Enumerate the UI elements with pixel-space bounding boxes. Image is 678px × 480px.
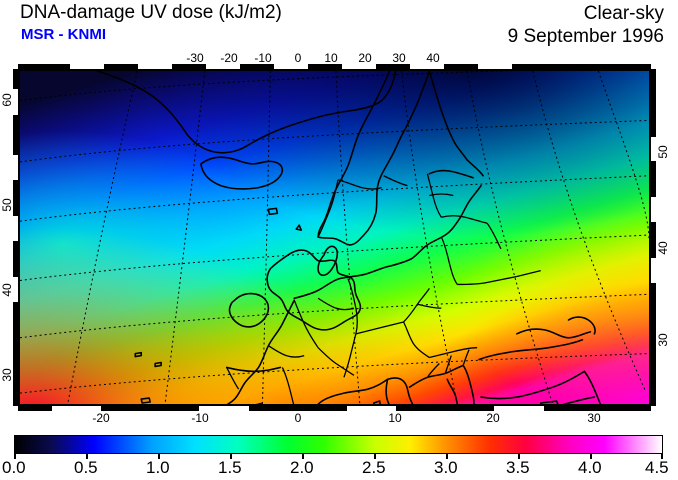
colorbar-tick-label: 2.5: [362, 458, 386, 477]
colorbar-tick-label: 3.0: [434, 458, 458, 477]
colorbar-gradient: [15, 436, 662, 453]
chart-header: DNA-damage UV dose (kJ/m2) MSR - KNMI Cl…: [0, 0, 678, 56]
sky-condition-label: Clear-sky: [583, 3, 664, 24]
colorbar-tick-label: 4.5: [645, 458, 669, 477]
axis-tick-label: 30: [656, 333, 670, 347]
axis-tick-label: 60: [0, 93, 14, 107]
map-frame: .coast{fill:none;stroke:#000;stroke-widt…: [18, 69, 651, 406]
left-axis-ticks: [13, 69, 18, 406]
axis-tick-label: 40: [656, 241, 670, 255]
axis-tick-label: 20: [486, 411, 500, 425]
axis-tick-label: 0: [294, 411, 302, 425]
axis-tick-label: -30: [186, 51, 204, 65]
map-plot-area: .coast{fill:none;stroke:#000;stroke-widt…: [0, 52, 678, 424]
axis-tick-label: -10: [254, 51, 272, 65]
axis-tick-label: 40: [0, 283, 14, 297]
right-axis-ticks: [651, 69, 656, 406]
colorbar-tick-label: 2.0: [290, 458, 314, 477]
bottom-axis-ticks: [18, 406, 651, 411]
colorbar-tick-label: 1.5: [218, 458, 242, 477]
colorbar-tick-label: 4.0: [578, 458, 602, 477]
axis-tick-label: 50: [656, 145, 670, 159]
axis-tick-label: 0: [294, 51, 302, 65]
axis-tick-label: 50: [0, 198, 14, 212]
colorbar-tick-label: 3.5: [506, 458, 530, 477]
top-axis-ticks: [18, 64, 651, 69]
header-right-block: Clear-sky 9 September 1996: [508, 2, 664, 48]
colorbar-tick-label: 0.5: [74, 458, 98, 477]
institute-label: MSR - KNMI: [21, 26, 106, 43]
colorbar: [14, 435, 663, 454]
axis-tick-label: 10: [324, 51, 338, 65]
page-title: DNA-damage UV dose (kJ/m2): [20, 2, 282, 23]
axis-tick-label: 10: [388, 411, 402, 425]
coastlines: [96, 71, 602, 404]
axis-tick-label: -20: [92, 411, 110, 425]
axis-tick-label: 30: [392, 51, 406, 65]
graticule: [20, 71, 649, 404]
date-label: 9 September 1996: [507, 26, 664, 47]
colorbar-tick-label: 1.0: [146, 458, 170, 477]
axis-tick-label: 30: [0, 368, 14, 382]
colorbar-ticks: [14, 454, 663, 460]
axis-tick-label: 30: [587, 411, 601, 425]
colorbar-area: 0.0 0.5 1.0 1.5 2.0 2.5 3.0 3.5 4.0 4.5: [0, 420, 678, 480]
uv-dose-heatmap: .coast{fill:none;stroke:#000;stroke-widt…: [20, 71, 649, 404]
axis-tick-label: -20: [220, 51, 238, 65]
country-borders: [226, 173, 541, 404]
colorbar-tick-label: 0.0: [2, 458, 26, 477]
axis-tick-label: 20: [358, 51, 372, 65]
axis-tick-label: 40: [426, 51, 440, 65]
axis-tick-label: -10: [191, 411, 209, 425]
